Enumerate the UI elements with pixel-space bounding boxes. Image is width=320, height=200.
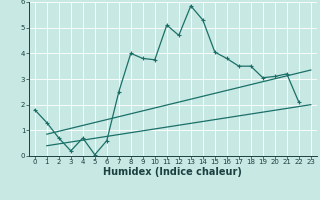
X-axis label: Humidex (Indice chaleur): Humidex (Indice chaleur) bbox=[103, 167, 242, 177]
